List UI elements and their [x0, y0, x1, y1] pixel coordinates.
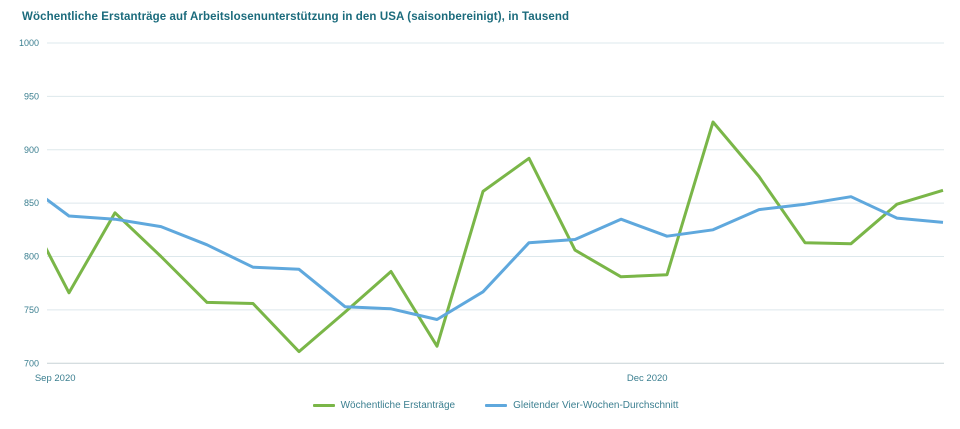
legend-label-erstantraege: Wöchentliche Erstanträge	[340, 399, 456, 411]
y-axis-label-900: 900	[24, 145, 39, 155]
legend-item-durchschnitt: Gleitender Vier-Wochen-Durchschnitt	[485, 400, 678, 411]
x-axis-label-dec-2020: Dec 2020	[627, 373, 668, 384]
line-woechentliche-erstantraege	[47, 120, 944, 354]
y-axis-label-950: 950	[24, 91, 39, 101]
y-axis-label-850: 850	[24, 198, 39, 208]
blue-line-swatch-icon	[485, 403, 508, 407]
legend-label-durchschnitt: Gleitender Vier-Wochen-Durchschnitt	[513, 399, 679, 411]
legend: Wöchentliche Erstanträge Gleitender Vier…	[47, 395, 944, 415]
y-axis-label-1000: 1000	[19, 38, 39, 48]
y-axis-label-800: 800	[24, 252, 39, 262]
legend-item-erstantraege: Wöchentliche Erstanträge	[312, 399, 456, 411]
y-axis-label-700: 700	[24, 358, 39, 368]
y-axis-label-750: 750	[24, 305, 39, 315]
chart-title: Wöchentliche Erstanträge auf Arbeitslose…	[22, 11, 570, 23]
green-line-swatch-icon	[312, 403, 335, 407]
x-axis-label-sep-2020: Sep 2020	[35, 373, 76, 384]
line-vier-wochen-durchschnitt	[47, 195, 944, 321]
